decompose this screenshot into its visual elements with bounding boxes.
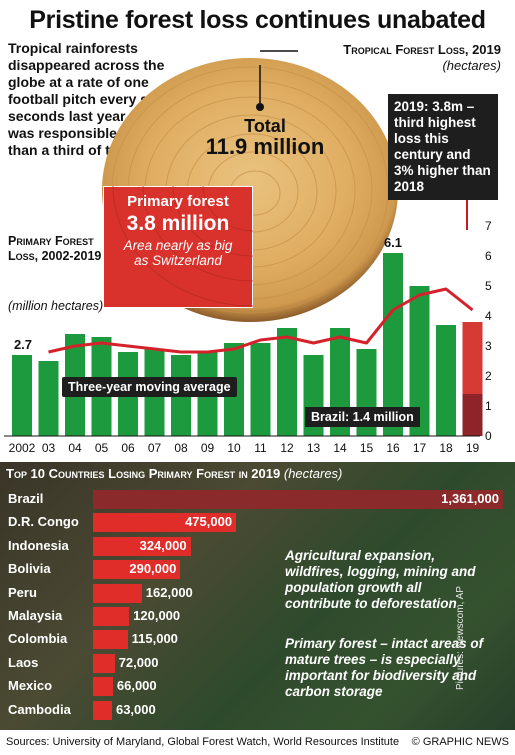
brazil-2019-label: Brazil: 1.4 million [305, 407, 420, 427]
bar-11 [250, 343, 271, 436]
country-bar [93, 536, 191, 556]
y-tick-label: 6 [485, 249, 492, 263]
x-tick-label: 08 [174, 441, 188, 455]
data-label-2016: 6.1 [384, 235, 402, 250]
callout-line [466, 200, 468, 230]
country-label: Indonesia [8, 537, 69, 553]
callout-2019: 2019: 3.8m – third highest loss this cen… [388, 94, 498, 200]
page-title: Pristine forest loss continues unabated [29, 6, 486, 34]
country-label: Malaysia [8, 608, 63, 623]
bar-17 [409, 286, 430, 436]
y-tick-label: 7 [485, 219, 492, 233]
top10-title-text: Top 10 Countries Losing Primary Forest i… [6, 466, 281, 481]
bar-12 [277, 328, 297, 436]
country-value-label: 475,000 [185, 514, 233, 530]
y-tick-label: 4 [485, 309, 492, 323]
y-tick-label: 5 [485, 279, 492, 293]
country-bar [93, 513, 237, 533]
country-value-label: 63,000 [115, 701, 156, 717]
total-value: 11.9 million [205, 134, 325, 159]
tfl-leader-line [260, 50, 298, 52]
country-label: Peru [8, 584, 37, 600]
sources: Sources: University of Maryland, Global … [6, 736, 400, 748]
country-bar [93, 583, 142, 603]
primary-loss-unit: (million hectares) [8, 299, 104, 313]
country-label: Mexico [8, 678, 53, 694]
primary-forest-note: Area nearly as big as Switzerland [123, 238, 233, 268]
country-label: Bolivia [8, 561, 51, 577]
country-bar [93, 700, 112, 720]
bar-2002 [12, 355, 32, 436]
moving-average-label: Three-year moving average [62, 377, 237, 397]
total-label: Total [244, 116, 286, 136]
bar-segment-brazil [462, 394, 483, 436]
x-tick-label: 06 [121, 441, 135, 455]
y-tick-label: 0 [485, 429, 492, 443]
copyright-credit: © GRAPHIC NEWS [411, 736, 509, 748]
country-value-label: 162,000 [145, 584, 193, 600]
country-label: D.R. Congo [8, 514, 79, 530]
primary-forest-definition-note: Primary forest – intact areas of mature … [285, 636, 484, 699]
country-bar [93, 653, 115, 673]
country-bar [93, 560, 181, 580]
y-tick-label: 1 [485, 399, 492, 413]
x-tick-label: 03 [42, 441, 56, 455]
country-value-label: 120,000 [133, 608, 181, 623]
primary-loss-title: Primary Forest Loss, 2002-2019 [8, 234, 102, 263]
x-tick-label: 13 [307, 441, 321, 455]
primary-loss-chart: 2002 03 04 05 06 07 08 09 10 11 12 13 14 15 16 17 18 1901… [4, 219, 492, 455]
country-label: Brazil [8, 491, 44, 506]
y-tick-label: 3 [485, 339, 492, 353]
country-value-label: 324,000 [139, 537, 187, 553]
country-bar [93, 607, 130, 626]
bar-03 [38, 361, 59, 436]
x-tick-label: 2002 [9, 441, 36, 455]
x-tick-label: 17 [413, 441, 427, 455]
x-tick-label: 16 [386, 441, 400, 455]
x-tick-label: 14 [333, 441, 347, 455]
top10-title: Top 10 Countries Losing Primary Forest i… [6, 466, 342, 481]
x-tick-label: 15 [360, 441, 374, 455]
x-tick-label: 09 [201, 441, 215, 455]
y-tick-label: 2 [485, 369, 492, 383]
country-value-label: 290,000 [129, 561, 177, 577]
deforestation-causes-note: Agricultural expansion, wildfires, loggi… [285, 548, 476, 611]
moving-average-line [48, 287, 474, 354]
top10-unit: (hectares) [283, 466, 343, 481]
bar-18 [436, 325, 456, 436]
country-value-label: 1,361,000 [441, 491, 499, 506]
x-tick-label: 11 [254, 441, 267, 455]
x-tick-label: 12 [280, 441, 294, 455]
country-value-label: 66,000 [116, 678, 157, 694]
country-bar [93, 677, 113, 697]
photo-credit: Pictures: Newscom, AP [455, 586, 466, 690]
x-tick-label: 18 [439, 441, 453, 455]
x-tick-label: 05 [95, 441, 109, 455]
country-label: Colombia [8, 631, 68, 647]
tropical-loss-unit: (hectares) [442, 58, 501, 73]
primary-forest-title: Primary forest [127, 193, 229, 210]
x-tick-label: 04 [68, 441, 82, 455]
country-value-label: 115,000 [131, 631, 178, 647]
bar-16 [383, 253, 403, 436]
country-bar [93, 630, 128, 650]
country-label: Cambodia [8, 701, 71, 717]
tropical-loss-title: Tropical Forest Loss, 2019 [343, 42, 501, 57]
country-label: Laos [8, 654, 39, 670]
country-value-label: 72,000 [118, 654, 159, 670]
data-label-2002: 2.7 [14, 337, 32, 352]
country-bar [93, 490, 503, 509]
x-tick-label: 07 [148, 441, 162, 455]
x-tick-label: 10 [227, 441, 241, 455]
primary-forest-box [103, 186, 253, 308]
primary-forest-value: 3.8 million [126, 212, 230, 235]
x-tick-label: 19 [466, 441, 480, 455]
